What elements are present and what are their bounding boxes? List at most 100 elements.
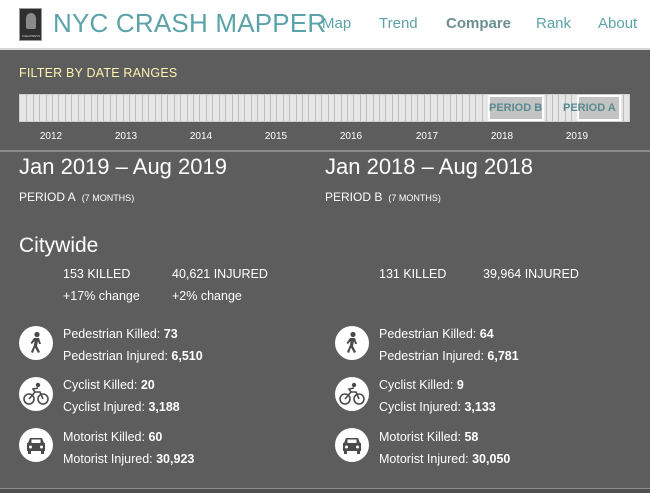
- timeline-tick: [475, 95, 476, 121]
- timeline-tick: [103, 95, 104, 121]
- timeline-tick: [135, 95, 136, 121]
- timeline-tick: [302, 95, 303, 121]
- period-a-motorist-injured: Motorist Injured: 30,923: [63, 452, 195, 466]
- timeline-tick: [167, 95, 168, 121]
- year-label-2013: 2013: [114, 131, 138, 142]
- period-a-cyclist-injured: Cyclist Injured: 3,188: [63, 400, 180, 414]
- app-title[interactable]: NYC CRASH MAPPER: [53, 8, 327, 38]
- nav-rank[interactable]: Rank: [536, 15, 572, 32]
- timeline-tick: [123, 95, 124, 121]
- period-b-motorist-injured: Motorist Injured: 30,050: [379, 452, 511, 466]
- period-a-injured-total: 40,621 INJURED: [172, 267, 268, 281]
- period-b-cyclist-injured: Cyclist Injured: 3,133: [379, 400, 496, 414]
- timeline-tick: [276, 95, 277, 121]
- nav-map[interactable]: Map: [322, 15, 352, 32]
- timeline-tick: [398, 95, 399, 121]
- timeline-tick: [450, 95, 451, 121]
- timeline-tick: [52, 95, 53, 121]
- timeline-tick: [238, 95, 239, 121]
- area-title: Citywide: [19, 234, 99, 257]
- timeline-tick: [571, 95, 572, 121]
- timeline-tick: [437, 95, 438, 121]
- timeline-tick: [315, 95, 316, 121]
- car-icon: [19, 428, 53, 462]
- period-b-brush-label: PERIOD B: [489, 102, 543, 114]
- timeline-tick: [257, 95, 258, 121]
- timeline-tick: [199, 95, 200, 121]
- timeline-tick: [84, 95, 85, 121]
- timeline-tick: [552, 95, 553, 121]
- year-label-2015: 2015: [264, 131, 288, 142]
- timeline-tick: [39, 95, 40, 121]
- period-b-motorist-killed: Motorist Killed: 58: [379, 430, 479, 444]
- top-header: CHEAPBESS NYC CRASH MAPPER Map Trend Com…: [0, 0, 650, 50]
- period-b-cyclist-killed: Cyclist Killed: 9: [379, 378, 464, 392]
- filter-title: FILTER BY DATE RANGES: [19, 66, 178, 80]
- timeline-tick: [65, 95, 66, 121]
- period-a-brush-label: PERIOD A: [563, 102, 616, 114]
- timeline-tick: [142, 95, 143, 121]
- timeline-tick: [558, 95, 559, 121]
- nav-compare[interactable]: Compare: [446, 15, 512, 32]
- period-a-months: (7 MONTHS): [81, 193, 135, 203]
- timeline-tick: [405, 95, 406, 121]
- timeline-tick: [71, 95, 72, 121]
- period-a-label: PERIOD A (7 MONTHS): [19, 190, 134, 204]
- timeline-tick: [469, 95, 470, 121]
- timeline-tick: [328, 95, 329, 121]
- timeline-tick: [366, 95, 367, 121]
- period-a-pedestrian-killed: Pedestrian Killed: 73: [63, 327, 178, 341]
- section-divider: [0, 150, 650, 152]
- timeline-tick: [206, 95, 207, 121]
- period-a-brush[interactable]: [577, 95, 621, 121]
- year-label-2018: 2018: [490, 131, 514, 142]
- period-a-cyclist-killed: Cyclist Killed: 20: [63, 378, 155, 392]
- timeline-tick: [385, 95, 386, 121]
- year-label-2017: 2017: [415, 131, 439, 142]
- period-a-name: PERIOD A: [19, 190, 76, 204]
- logo-text: CHEAPBESS: [21, 34, 41, 38]
- timeline-tick: [417, 95, 418, 121]
- period-b-killed-total: 131 KILLED: [379, 267, 447, 281]
- timeline-tick: [97, 95, 98, 121]
- nav-trend[interactable]: Trend: [379, 15, 418, 32]
- nav-about[interactable]: About: [598, 15, 638, 32]
- date-range-timeline[interactable]: PERIOD B PERIOD A: [19, 94, 630, 122]
- period-a-pedestrian-injured: Pedestrian Injured: 6,510: [63, 349, 203, 363]
- timeline-tick: [129, 95, 130, 121]
- period-b-injured-total: 39,964 INJURED: [483, 267, 579, 281]
- timeline-tick: [251, 95, 252, 121]
- year-label-2016: 2016: [339, 131, 363, 142]
- timeline-tick: [116, 95, 117, 121]
- timeline-tick: [430, 95, 431, 121]
- timeline-tick: [219, 95, 220, 121]
- pedestrian-icon: [19, 326, 53, 360]
- period-b-pedestrian-injured: Pedestrian Injured: 6,781: [379, 349, 519, 363]
- timeline-tick: [392, 95, 393, 121]
- timeline-tick: [341, 95, 342, 121]
- timeline-tick: [187, 95, 188, 121]
- period-b-brush[interactable]: [488, 95, 544, 121]
- timeline-tick: [270, 95, 271, 121]
- year-label-2014: 2014: [189, 131, 213, 142]
- period-a-killed-total: 153 KILLED: [63, 267, 131, 281]
- timeline-tick: [353, 95, 354, 121]
- period-a-motorist-killed: Motorist Killed: 60: [63, 430, 163, 444]
- bottom-divider: [0, 488, 650, 493]
- period-b-pedestrian-killed: Pedestrian Killed: 64: [379, 327, 494, 341]
- timeline-tick: [232, 95, 233, 121]
- timeline-tick: [174, 95, 175, 121]
- timeline-tick: [283, 95, 284, 121]
- logo[interactable]: CHEAPBESS: [19, 8, 42, 41]
- timeline-tick: [443, 95, 444, 121]
- period-a-injured-change: +2% change: [172, 289, 242, 303]
- timeline-tick: [33, 95, 34, 121]
- timeline-tick: [26, 95, 27, 121]
- period-a-killed-change: +17% change: [63, 289, 140, 303]
- timeline-tick: [58, 95, 59, 121]
- timeline-tick: [321, 95, 322, 121]
- timeline-tick: [212, 95, 213, 121]
- timeline-tick: [373, 95, 374, 121]
- timeline-tick: [411, 95, 412, 121]
- year-label-2012: 2012: [39, 131, 63, 142]
